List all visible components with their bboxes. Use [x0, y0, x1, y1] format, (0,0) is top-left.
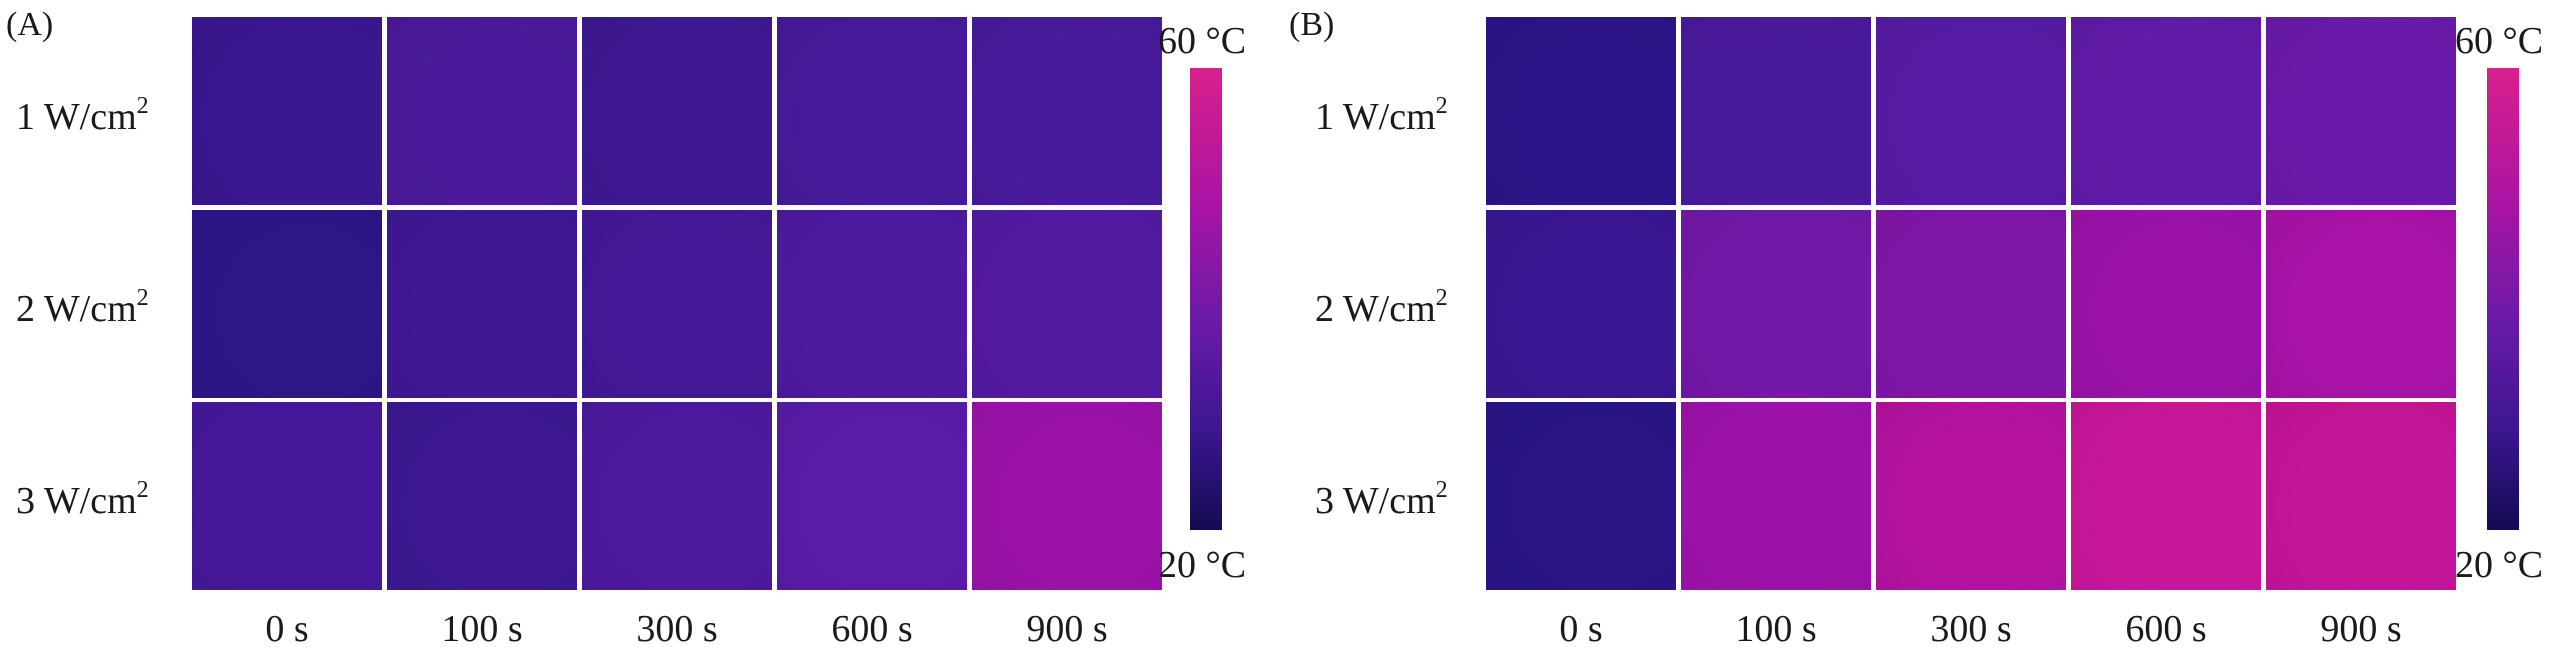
- thermal-cell-3-1: [1486, 402, 1676, 590]
- col-label-900s: 900 s: [1026, 608, 1108, 650]
- col-label-100s: 100 s: [441, 608, 523, 650]
- col-label-0s: 0 s: [265, 608, 309, 650]
- thermal-cell-2-4: [777, 210, 967, 398]
- colorbar: [1190, 68, 1222, 530]
- thermal-cell-1-2: [387, 17, 577, 205]
- col-label-300s: 300 s: [1930, 608, 2012, 650]
- thermal-cell-1-5: [972, 17, 1162, 205]
- thermal-cell-1-3: [582, 17, 772, 205]
- thermal-cell-2-5: [2266, 210, 2456, 398]
- thermal-cell-3-3: [582, 402, 772, 590]
- thermal-cell-3-3: [1876, 402, 2066, 590]
- thermal-cell-1-4: [777, 17, 967, 205]
- col-label-600s: 600 s: [831, 608, 913, 650]
- thermal-cell-3-4: [777, 402, 967, 590]
- row-label-3: 3 W/cm2: [1315, 477, 1448, 522]
- row-label-1: 1 W/cm2: [16, 93, 149, 138]
- thermal-cell-3-2: [387, 402, 577, 590]
- thermal-cell-1-2: [1681, 17, 1871, 205]
- row-label-2: 2 W/cm2: [16, 285, 149, 330]
- col-label-100s: 100 s: [1735, 608, 1817, 650]
- thermal-cell-3-5: [972, 402, 1162, 590]
- thermal-cell-3-1: [192, 402, 382, 590]
- row-label-1: 1 W/cm2: [1315, 93, 1448, 138]
- panel-letter: (B): [1289, 6, 1335, 43]
- col-label-0s: 0 s: [1559, 608, 1603, 650]
- thermal-cell-2-1: [192, 210, 382, 398]
- thermal-cell-3-2: [1681, 402, 1871, 590]
- thermal-cell-1-1: [192, 17, 382, 205]
- thermal-cell-1-5: [2266, 17, 2456, 205]
- thermal-cell-1-4: [2071, 17, 2261, 205]
- col-label-600s: 600 s: [2125, 608, 2207, 650]
- row-label-3: 3 W/cm2: [16, 477, 149, 522]
- colorbar: [2487, 68, 2519, 530]
- thermal-cell-2-3: [582, 210, 772, 398]
- panel-a: (A) 1 W/cm2 2 W/cm2 3 W/cm2 0 s 100 s 30…: [0, 0, 1283, 661]
- thermal-cell-2-4: [2071, 210, 2261, 398]
- thermal-cell-2-1: [1486, 210, 1676, 398]
- thermal-cell-2-3: [1876, 210, 2066, 398]
- thermal-cell-1-3: [1876, 17, 2066, 205]
- colorbar-min-label: 20 °C: [2455, 544, 2544, 586]
- thermal-cell-3-4: [2071, 402, 2261, 590]
- thermal-cell-2-5: [972, 210, 1162, 398]
- row-label-2: 2 W/cm2: [1315, 285, 1448, 330]
- colorbar-max-label: 60 °C: [2455, 20, 2544, 62]
- thermal-cell-1-1: [1486, 17, 1676, 205]
- thermal-cell-2-2: [1681, 210, 1871, 398]
- colorbar-min-label: 20 °C: [1158, 544, 1247, 586]
- thermal-cell-3-5: [2266, 402, 2456, 590]
- panel-b: (B) 1 W/cm2 2 W/cm2 3 W/cm2 0 s 100 s 30…: [1283, 0, 2567, 661]
- colorbar-max-label: 60 °C: [1158, 20, 1247, 62]
- col-label-300s: 300 s: [636, 608, 718, 650]
- col-label-900s: 900 s: [2320, 608, 2402, 650]
- thermal-cell-2-2: [387, 210, 577, 398]
- panel-letter: (A): [6, 6, 54, 43]
